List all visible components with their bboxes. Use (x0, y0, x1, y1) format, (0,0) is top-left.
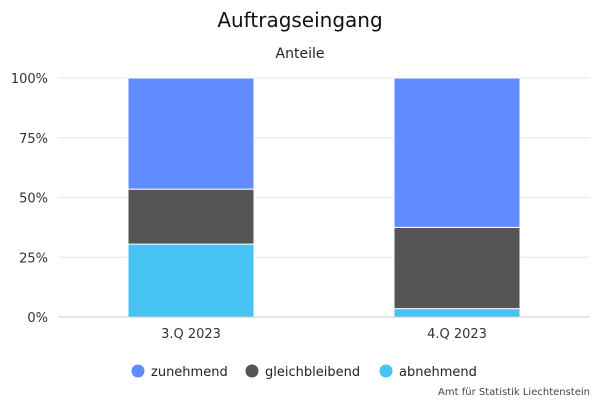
chart-subtitle: Anteile (276, 46, 325, 62)
y-tick-label: 75% (19, 132, 48, 147)
legend-marker-zunehmend (131, 364, 145, 378)
bar-gleichbleibend-4-q-2023 (393, 226, 521, 310)
legend-marker-gleichbleibend (245, 364, 259, 378)
y-axis-ticks: 0% 25% 50% 75% 100% (11, 72, 48, 326)
legend-item-zunehmend[interactable]: zunehmend (131, 364, 228, 381)
legend-label-gleichbleibend: gleichbleibend (265, 365, 360, 380)
bar-zunehmend-3-q-2023 (127, 77, 255, 190)
y-tick-label: 25% (19, 251, 48, 266)
chart-title: Auftragseingang (217, 8, 382, 32)
y-tick-label: 100% (11, 72, 48, 87)
legend-marker-abnehmend (379, 364, 393, 378)
legend: zunehmend gleichbleibend abnehmend (131, 364, 477, 381)
legend-item-gleichbleibend[interactable]: gleichbleibend (245, 364, 361, 381)
y-tick-label: 0% (27, 311, 48, 326)
x-tick-label: 4.Q 2023 (427, 327, 487, 342)
x-axis-ticks: 3.Q 2023 4.Q 2023 (161, 327, 487, 342)
bar-abnehmend-4-q-2023 (393, 308, 521, 318)
bar-abnehmend-3-q-2023 (127, 243, 255, 318)
bar-gleichbleibend-3-q-2023 (127, 188, 255, 245)
x-tick-label: 3.Q 2023 (161, 327, 221, 342)
legend-label-abnehmend: abnehmend (399, 365, 477, 380)
credit-text: Amt für Statistik Liechtenstein (438, 387, 590, 398)
legend-label-zunehmend: zunehmend (151, 365, 228, 380)
y-tick-label: 50% (19, 192, 48, 207)
bars (127, 77, 521, 318)
bar-zunehmend-4-q-2023 (393, 77, 521, 228)
legend-item-abnehmend[interactable]: abnehmend (379, 364, 477, 381)
